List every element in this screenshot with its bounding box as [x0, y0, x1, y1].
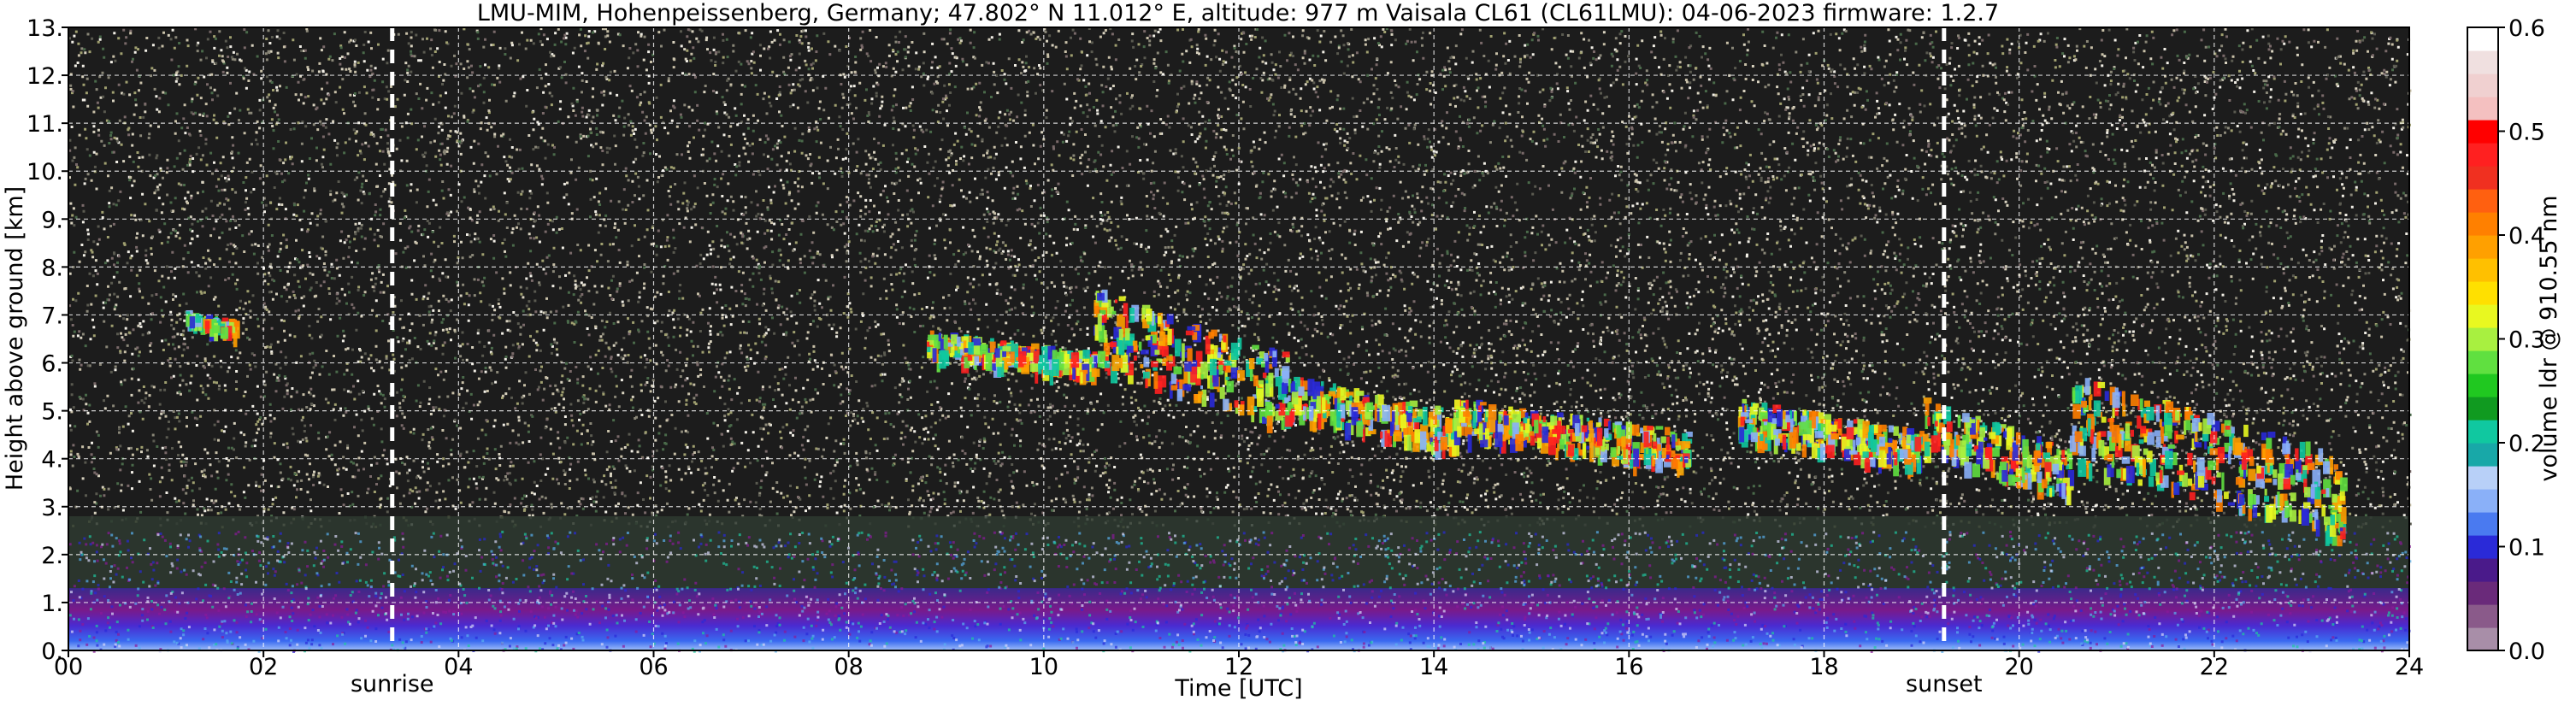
x-tick-label: 06 — [639, 654, 668, 680]
colorbar-swatch — [2467, 374, 2498, 397]
colorbar-tick-label: 0.4 — [2508, 223, 2545, 250]
y-tick-label: 8. — [41, 255, 63, 281]
colorbar-swatch — [2467, 120, 2498, 144]
y-tick-label: 7. — [41, 303, 63, 329]
cloud-segment — [1453, 399, 1693, 478]
colorbar-swatch — [2467, 258, 2498, 282]
y-tick-label: 13. — [27, 15, 63, 42]
colorbar-swatch — [2467, 535, 2498, 559]
x-tick-label: 02 — [249, 654, 278, 680]
x-tick-label: 14 — [1419, 654, 1448, 680]
cloud-segment — [186, 310, 240, 348]
boundary-speckle — [68, 530, 2411, 653]
colorbar-swatch — [2467, 212, 2498, 236]
x-tick-label: 20 — [2004, 654, 2033, 680]
cloud-segment — [1922, 397, 2075, 506]
colorbar-swatch — [2467, 397, 2498, 421]
cloud-segment — [2068, 378, 2348, 547]
colorbar-tick-label: 0.0 — [2508, 638, 2545, 665]
colorbar-swatch — [2467, 235, 2498, 259]
colorbar-swatch — [2467, 443, 2498, 467]
y-tick-label: 1. — [41, 591, 63, 617]
cloud-layer — [186, 289, 2348, 547]
colorbar-swatch — [2467, 327, 2498, 351]
colorbar-swatch — [2467, 27, 2498, 51]
y-tick-label: 12. — [27, 63, 63, 90]
y-tick-label: 2. — [41, 543, 63, 569]
y-tick-label: 3. — [41, 495, 63, 521]
colorbar-tick-label: 0.6 — [2508, 15, 2545, 42]
plot-area: sunrise sunset — [68, 26, 2412, 697]
annotations: sunrise sunset — [351, 27, 1983, 697]
colorbar-swatch — [2467, 97, 2498, 121]
x-tick-label: 00 — [54, 654, 83, 680]
colorbar-label: volume ldr @ 910.55 nm — [2536, 196, 2562, 482]
y-tick-label: 5. — [41, 399, 63, 426]
y-tick-label: 0. — [41, 638, 63, 665]
cloud-segment — [1737, 398, 1927, 479]
y-tick-label: 6. — [41, 351, 63, 378]
y-tick-label: 11. — [27, 111, 63, 138]
colorbar-swatch — [2467, 466, 2498, 490]
colorbar-tick-label: 0.5 — [2508, 120, 2545, 146]
x-tick-label: 04 — [444, 654, 473, 680]
x-tick-label: 24 — [2395, 654, 2424, 680]
colorbar-tick-label: 0.2 — [2508, 431, 2545, 457]
colorbar-swatch — [2467, 512, 2498, 536]
colorbar-swatch — [2467, 558, 2498, 582]
boundary-speckle — [73, 530, 2412, 653]
colorbar-swatch — [2467, 50, 2498, 74]
colorbar-swatch — [2467, 350, 2498, 374]
colorbar-tick-label: 0.1 — [2508, 535, 2545, 562]
colorbar-swatch — [2467, 489, 2498, 513]
colorbar-swatch — [2467, 281, 2498, 305]
boundary-layer — [68, 515, 2412, 653]
y-tick-label: 4. — [41, 447, 63, 474]
colorbar-swatch — [2467, 581, 2498, 605]
x-tick-label: 10 — [1029, 654, 1058, 680]
cloud-segment — [1288, 376, 1459, 460]
noise-speckle — [68, 27, 2412, 529]
colorbar-swatch — [2467, 420, 2498, 444]
x-tick-label: 08 — [834, 654, 863, 680]
cloud-segment — [1093, 289, 1293, 433]
sunset-label: sunset — [1906, 671, 1983, 697]
colorbar-swatch — [2467, 627, 2498, 651]
x-tick-label: 16 — [1614, 654, 1643, 680]
colorbar-swatch — [2467, 166, 2498, 190]
sunrise-label: sunrise — [351, 671, 434, 697]
y-axis-label: Height above ground [km] — [2, 186, 28, 491]
cloud-segment — [927, 330, 1100, 386]
chart-title: LMU-MIM, Hohenpeissenberg, Germany; 47.8… — [477, 0, 1999, 26]
colorbar-swatch — [2467, 189, 2498, 213]
grid-lines — [68, 27, 2409, 650]
y-tick-label: 10. — [27, 159, 63, 185]
colorbar-swatch — [2467, 304, 2498, 328]
x-tick-label: 22 — [2200, 654, 2229, 680]
x-axis-label: Time [UTC] — [1174, 675, 1302, 702]
colorbar: 0.0 0.1 0.2 0.3 0.4 0.5 0.6 — [2467, 15, 2545, 665]
colorbar-swatch — [2467, 143, 2498, 167]
colorbar-swatch — [2467, 74, 2498, 97]
y-tick-label: 9. — [41, 207, 63, 233]
x-tick-label: 12 — [1224, 654, 1253, 680]
colorbar-tick-label: 0.3 — [2508, 327, 2545, 354]
noise-layer — [68, 27, 2412, 529]
x-axis: 00 02 04 06 08 10 12 14 16 18 20 22 24 — [54, 650, 2424, 680]
y-axis: 0. 1. 2. 3. 4. 5. 6. 7. 8. 9. 10. 11. 12. 13. — [27, 15, 68, 665]
colorbar-swatch — [2467, 604, 2498, 628]
x-tick-label: 18 — [1809, 654, 1838, 680]
